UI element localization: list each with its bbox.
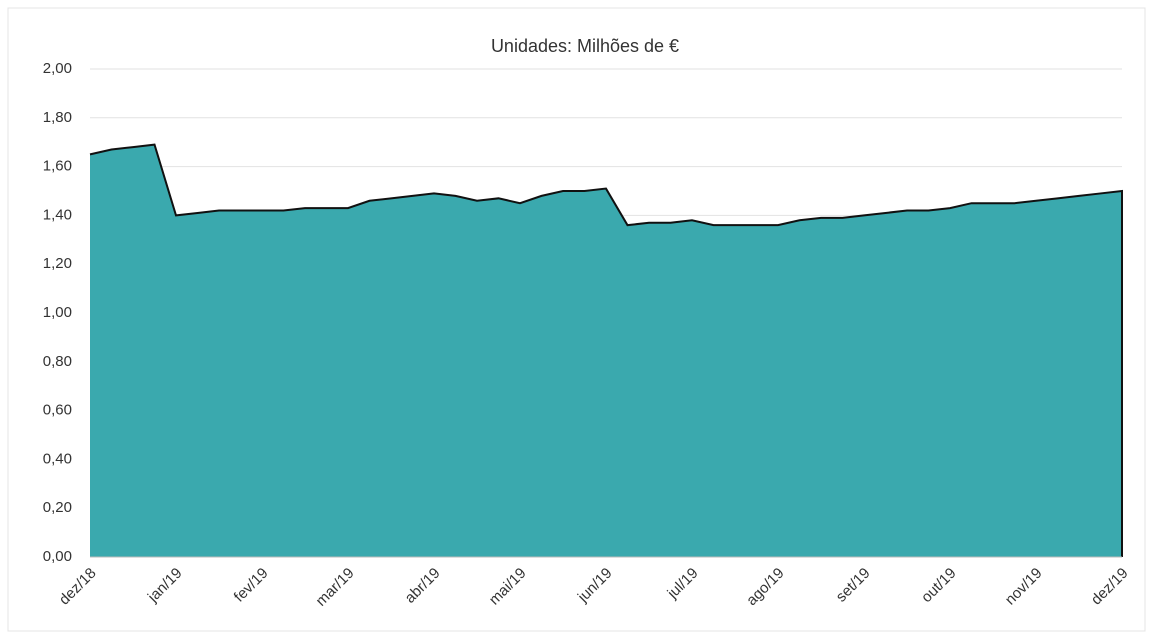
area-outline — [89, 143, 1123, 557]
x-tick-label: dez/19 — [1088, 565, 1132, 609]
y-tick-label: 0,00 — [43, 548, 72, 565]
y-tick-label: 1,60 — [43, 158, 72, 175]
x-tick-label: jun/19 — [574, 565, 616, 607]
x-tick-label: dez/18 — [56, 565, 100, 609]
x-tick-label: nov/19 — [1002, 565, 1046, 609]
y-tick-label: 1,20 — [43, 255, 72, 272]
x-tick-label: jul/19 — [664, 565, 702, 603]
x-tick-label: abr/19 — [402, 565, 444, 607]
x-tick-label: jan/19 — [144, 565, 186, 607]
chart-frame — [7, 7, 1146, 632]
y-tick-label: 0,40 — [43, 450, 72, 467]
x-tick-label: out/19 — [918, 565, 960, 607]
y-tick-label: 1,00 — [43, 304, 72, 321]
x-tick-label: set/19 — [833, 565, 874, 606]
area — [90, 144, 1122, 557]
x-tick-label: mai/19 — [486, 565, 530, 609]
y-tick-label: 0,20 — [43, 499, 72, 516]
y-tick-label: 1,80 — [43, 109, 72, 126]
y-tick-label: 1,40 — [43, 206, 72, 223]
x-tick-label: fev/19 — [231, 565, 272, 606]
y-tick-label: 2,00 — [43, 60, 72, 77]
y-tick-label: 0,60 — [43, 402, 72, 419]
chart-title: Unidades: Milhões de € — [491, 36, 679, 56]
x-tick-label: ago/19 — [743, 565, 787, 609]
x-tick-label: mar/19 — [313, 565, 358, 610]
y-tick-label: 0,80 — [43, 353, 72, 370]
